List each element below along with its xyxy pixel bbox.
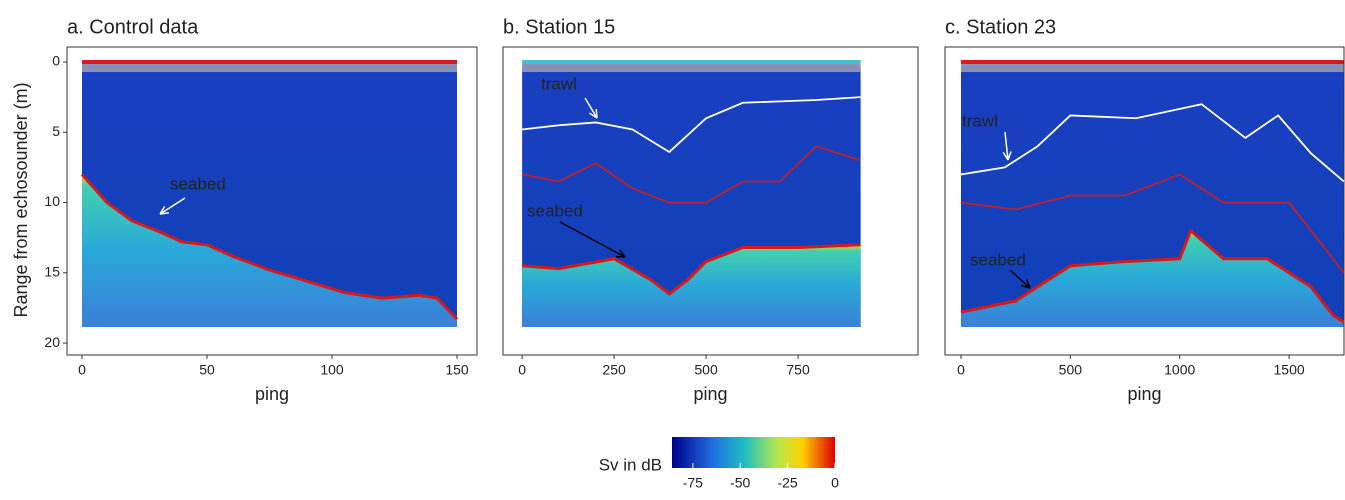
panel-title: c. Station 23	[945, 16, 1056, 38]
colorbar-title: Sv in dB	[599, 455, 662, 474]
colorbar-tick-label: 0	[831, 475, 839, 491]
y-tick-label: 0	[52, 53, 60, 69]
annotation: seabed	[170, 174, 226, 193]
annotation: seabed	[970, 250, 1026, 269]
y-tick-label: 10	[44, 193, 60, 209]
x-tick-label: 1500	[1274, 362, 1305, 378]
y-axis-label: Range from echosounder (m)	[11, 82, 31, 317]
x-tick-label: 50	[199, 362, 215, 378]
surface-band	[522, 60, 860, 64]
x-tick-label: 150	[445, 362, 469, 378]
x-tick-label: 500	[1059, 362, 1083, 378]
colorbar-tick-label: -25	[777, 475, 797, 491]
annotation: seabed	[527, 201, 583, 220]
x-axis-label: ping	[1127, 384, 1161, 404]
colorbar-tick-label: -50	[730, 475, 750, 491]
surface-band	[82, 60, 457, 64]
x-axis-label: ping	[693, 384, 727, 404]
noise-band	[82, 64, 457, 72]
colorbar	[672, 437, 835, 468]
x-tick-label: 750	[786, 362, 810, 378]
y-tick-label: 5	[52, 123, 60, 139]
annotation: trawl	[962, 111, 998, 130]
panel-title: b. Station 15	[503, 16, 615, 38]
surface-band	[961, 60, 1344, 64]
x-tick-label: 0	[78, 362, 86, 378]
noise-band	[522, 64, 860, 72]
y-tick-label: 20	[44, 334, 60, 350]
x-tick-label: 0	[957, 362, 965, 378]
colorbar-tick-label: -75	[683, 475, 703, 491]
x-tick-label: 250	[602, 362, 626, 378]
annotation: trawl	[541, 74, 577, 93]
x-tick-label: 1000	[1164, 362, 1195, 378]
y-tick-label: 15	[44, 264, 60, 280]
x-tick-label: 500	[694, 362, 718, 378]
panel-title: a. Control data	[67, 16, 199, 38]
x-axis-label: ping	[255, 384, 289, 404]
noise-band	[961, 64, 1344, 72]
x-tick-label: 0	[518, 362, 526, 378]
x-tick-label: 100	[320, 362, 344, 378]
